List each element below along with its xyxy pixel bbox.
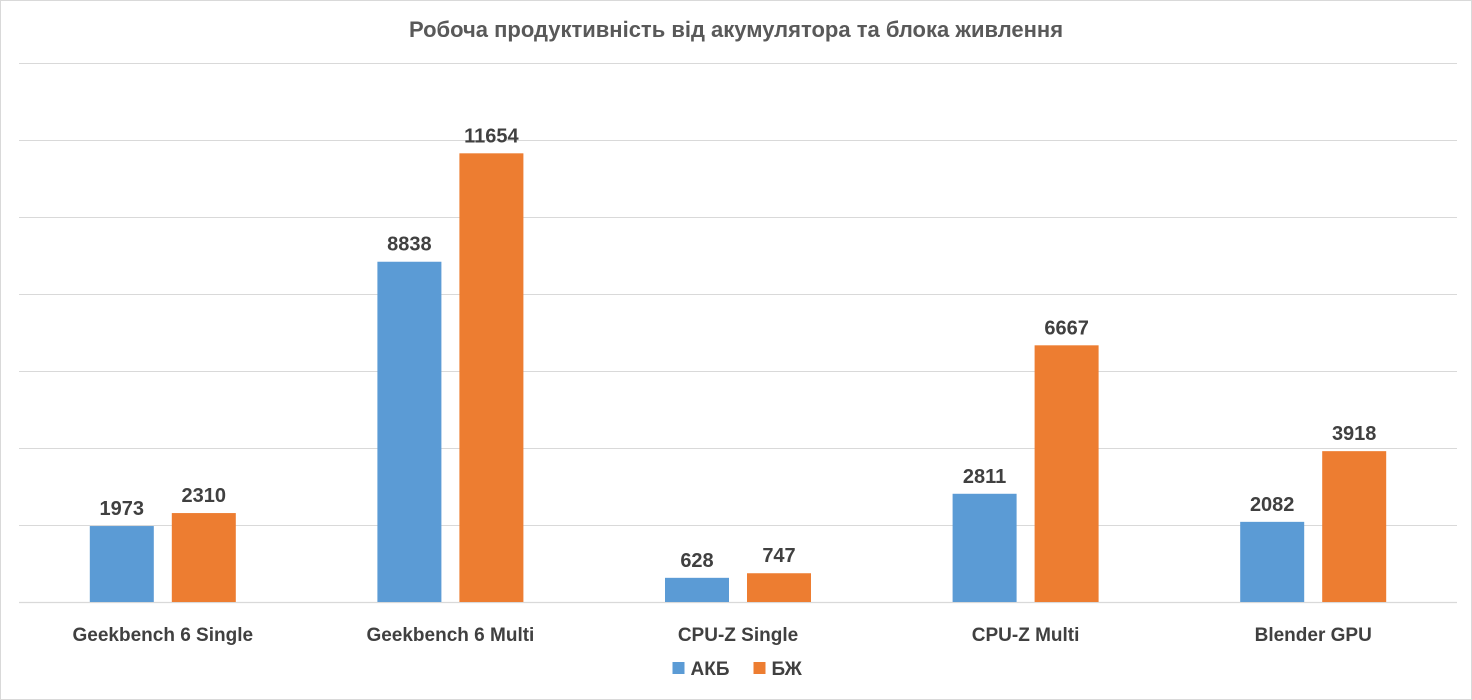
bar [665,577,729,602]
category-label: CPU-Z Multi [972,625,1080,646]
bar [1034,345,1099,602]
data-label: 11654 [464,125,519,147]
bar [1240,521,1305,602]
data-label: 747 [762,545,795,567]
legend-label: АКБ [691,659,730,680]
legend-swatch [672,662,685,674]
data-label: 8838 [387,234,432,256]
data-label: 3918 [1332,423,1377,445]
data-label: 2310 [182,485,227,507]
category-label: CPU-Z Single [678,625,798,646]
chart-title: Робоча продуктивність від акумулятора та… [409,17,1063,42]
bar [171,513,236,602]
bar [952,493,1017,602]
data-labels: 1973 2310 8838 11654 628 747 2811 6667 2082 3918 [100,125,1377,572]
legend-swatch [753,662,766,674]
bar [377,261,442,602]
legend-label: БЖ [772,659,803,680]
legend: АКБ БЖ [672,659,803,680]
data-label: 6667 [1044,317,1089,339]
data-label: 2082 [1250,494,1295,516]
data-label: 2811 [963,466,1006,488]
data-label: 628 [680,550,713,572]
data-label: 1973 [100,498,145,520]
bar [89,526,154,602]
bars [89,153,1387,603]
bar [747,573,811,602]
bar [1322,451,1387,602]
gridlines [19,63,1457,604]
category-label: Blender GPU [1255,625,1372,646]
category-label: Geekbench 6 Single [73,625,254,646]
category-label: Geekbench 6 Multi [366,625,534,646]
bar [459,153,524,603]
category-labels: Geekbench 6 Single Geekbench 6 Multi CPU-Z… [73,625,1372,646]
